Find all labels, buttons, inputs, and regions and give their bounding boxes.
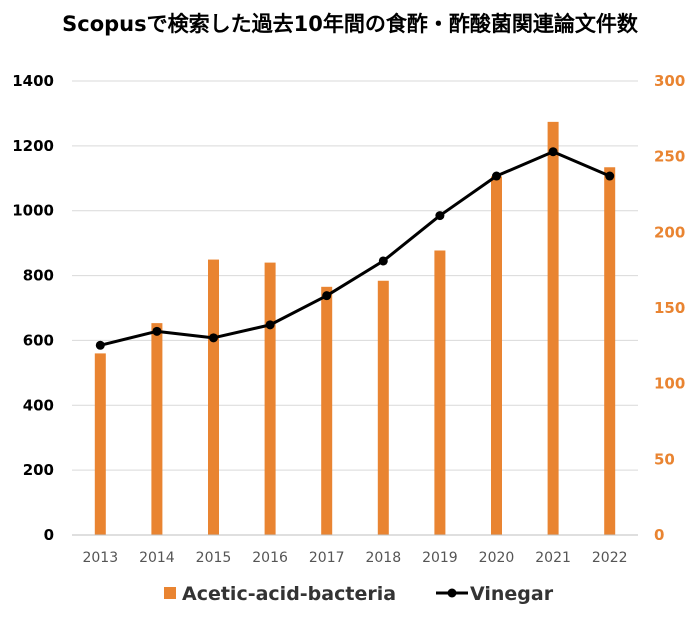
y-left-tick-label: 1200 <box>12 137 54 155</box>
x-tick-label: 2015 <box>196 550 232 566</box>
bar-series <box>94 121 616 536</box>
vinegar-point-2013 <box>95 340 105 350</box>
y-left-tick-label: 1000 <box>12 202 54 220</box>
legend-bar-swatch <box>164 587 176 599</box>
bar-2017 <box>321 286 333 535</box>
bar-2014 <box>151 323 163 535</box>
y-right-tick-label: 250 <box>654 148 685 166</box>
x-tick-label: 2019 <box>422 550 458 566</box>
bar-2020 <box>491 176 502 535</box>
y-left-tick-label: 400 <box>23 396 54 414</box>
vinegar-point-2014 <box>152 326 162 336</box>
vinegar-point-2015 <box>209 333 218 343</box>
bar-2019 <box>434 250 446 535</box>
y-left-tick-label: 200 <box>23 461 54 479</box>
y-right-tick-label: 50 <box>654 450 675 468</box>
legend-label-vinegar: Vinegar <box>470 583 554 605</box>
y-right-tick-label: 0 <box>654 526 664 544</box>
x-tick-label: 2014 <box>139 550 175 566</box>
bar-2022 <box>604 167 616 535</box>
y-left-tick-label: 800 <box>23 267 54 285</box>
x-tick-label: 2021 <box>535 550 571 566</box>
vinegar-point-2021 <box>548 147 558 157</box>
legend: Acetic-acid-bacteria Vinegar <box>164 583 554 605</box>
y-left-tick-label: 600 <box>23 331 54 349</box>
bar-2013 <box>94 353 106 535</box>
x-tick-label: 2017 <box>309 550 345 566</box>
chart-title: Scopusで検索した過去10年間の食酢・酢酸菌関連論文件数 <box>62 12 638 36</box>
vinegar-point-2019 <box>435 211 445 221</box>
y-right-tick-label: 300 <box>654 72 685 90</box>
vinegar-point-2018 <box>378 256 388 266</box>
y-right-tick-label: 150 <box>654 299 685 317</box>
vinegar-point-2022 <box>605 171 615 181</box>
x-tick-label: 2016 <box>252 550 288 566</box>
legend-line-marker <box>447 588 457 598</box>
axes: 0 200 400 600 800 1000 1200 1400 0 50 100 150 200 250… <box>12 72 685 566</box>
vinegar-line <box>99 150 611 347</box>
y-right-tick-label: 100 <box>654 375 685 393</box>
y-left-tick-label: 1400 <box>12 72 54 90</box>
y-right-tick-label: 200 <box>654 223 685 241</box>
y-left-tick-label: 0 <box>44 526 54 544</box>
vinegar-point-2017 <box>322 291 332 301</box>
bar-2016 <box>264 262 276 535</box>
bar-2018 <box>377 280 389 535</box>
line-series <box>95 147 615 350</box>
x-tick-label: 2022 <box>592 550 628 566</box>
vinegar-point-2016 <box>265 320 275 330</box>
vinegar-point-2020 <box>492 171 501 181</box>
x-tick-label: 2018 <box>365 550 401 566</box>
x-tick-label: 2013 <box>82 550 118 566</box>
legend-label-acetic: Acetic-acid-bacteria <box>182 583 396 605</box>
x-tick-label: 2020 <box>479 550 515 566</box>
bar-2021 <box>547 121 559 536</box>
bar-2015 <box>208 259 219 535</box>
